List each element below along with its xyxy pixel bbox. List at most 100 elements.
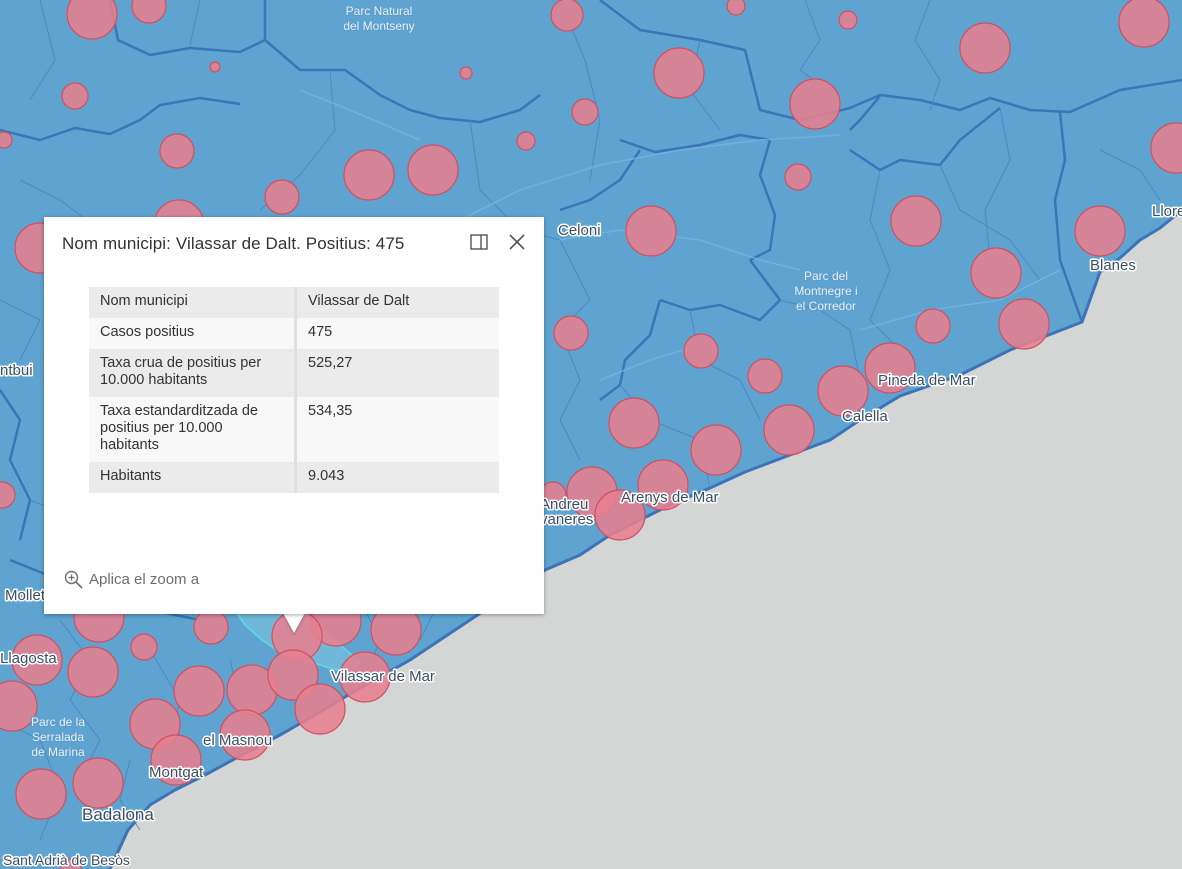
municipal-boundaries — [0, 0, 1161, 841]
case-bubble[interactable] — [209, 61, 221, 73]
case-bubble[interactable] — [653, 47, 705, 99]
case-bubble[interactable] — [60, 858, 82, 869]
case-bubble[interactable] — [838, 10, 858, 30]
attribute-value: 525,27 — [308, 355, 353, 371]
attribute-key: Taxa estandarditzada de positius per 10.… — [89, 397, 297, 462]
case-bubble[interactable] — [0, 481, 16, 509]
case-bubble[interactable] — [970, 247, 1022, 299]
place-label: Andreu — [540, 496, 588, 513]
case-bubble[interactable] — [959, 22, 1011, 74]
case-bubble[interactable] — [1150, 122, 1182, 174]
case-bubble[interactable] — [72, 757, 124, 809]
case-bubble[interactable] — [998, 298, 1050, 350]
park-label: el Corredor — [796, 299, 856, 313]
case-bubble[interactable] — [294, 683, 346, 735]
place-label: Celoni — [558, 222, 601, 239]
case-bubble[interactable] — [516, 131, 536, 151]
case-bubble[interactable] — [11, 634, 63, 686]
case-bubble[interactable] — [817, 365, 869, 417]
case-bubble[interactable] — [159, 133, 195, 169]
case-bubble[interactable] — [0, 680, 38, 732]
case-bubble[interactable] — [15, 768, 67, 820]
case-bubble[interactable] — [61, 82, 89, 110]
comarca-boundaries — [0, 0, 1182, 622]
case-bubble[interactable] — [608, 397, 660, 449]
case-bubble[interactable] — [864, 342, 916, 394]
case-bubble[interactable] — [130, 633, 158, 661]
case-bubble[interactable] — [625, 205, 677, 257]
case-bubble[interactable] — [763, 404, 815, 456]
park-label: del Montseny — [343, 19, 414, 33]
case-bubble[interactable] — [173, 665, 225, 717]
case-bubble[interactable] — [915, 308, 951, 344]
place-label: Montgat — [149, 764, 204, 781]
attribute-key: Nom municipi — [89, 287, 297, 318]
park-label: de Marina — [31, 745, 85, 759]
place-label: Blanes — [1090, 257, 1136, 274]
case-bubble[interactable] — [339, 651, 391, 703]
place-label: Mollet — [5, 587, 46, 604]
table-row: Taxa estandarditzada de positius per 10.… — [89, 397, 499, 462]
dock-icon — [470, 234, 488, 250]
case-bubble[interactable] — [407, 144, 459, 196]
feature-popup: Nom municipi: Vilassar de Dalt. Positius… — [44, 217, 544, 614]
close-icon — [509, 234, 525, 250]
place-label: Sant Adrià de Besòs — [3, 852, 130, 868]
case-bubble[interactable] — [890, 195, 942, 247]
case-bubble[interactable] — [550, 0, 584, 32]
attribute-key: Habitants — [89, 462, 297, 493]
case-bubble[interactable] — [193, 609, 229, 645]
place-label: Pineda de Mar — [878, 372, 976, 389]
park-label: Montnegre i — [794, 284, 857, 298]
dock-button[interactable] — [470, 234, 488, 250]
case-bubble[interactable] — [131, 0, 167, 24]
case-bubble[interactable] — [789, 78, 841, 130]
place-labels: Vilassar de Mar Arenys de Mar Pineda de Ma… — [0, 3, 1182, 869]
case-bubble[interactable] — [0, 131, 13, 149]
case-bubble[interactable] — [747, 358, 783, 394]
close-button[interactable] — [508, 233, 526, 251]
case-bubble[interactable] — [571, 98, 599, 126]
case-bubble[interactable] — [267, 649, 319, 701]
case-bubble[interactable] — [1118, 0, 1170, 48]
attribute-key: Casos positius — [89, 318, 297, 349]
table-row: Taxa crua de positius per 10.000 habitan… — [89, 349, 499, 397]
case-bubble[interactable] — [594, 489, 646, 541]
place-label: ntbui — [0, 362, 33, 379]
place-label: el Masnou — [203, 732, 272, 749]
zoom-in-icon — [64, 570, 83, 589]
park-label: Parc de la — [31, 715, 85, 729]
case-bubble[interactable] — [553, 315, 589, 351]
case-bubble[interactable] — [67, 646, 119, 698]
case-bubble[interactable] — [784, 163, 812, 191]
place-label: Badalona — [82, 805, 154, 824]
case-bubble[interactable] — [683, 333, 719, 369]
park-label: Parc Natural — [346, 4, 413, 18]
table-row: Nom municipi Vilassar de Dalt — [89, 287, 499, 318]
attribute-value: 475 — [308, 324, 333, 340]
place-label: Arenys de Mar — [621, 489, 719, 506]
table-row: Casos positius 475 — [89, 318, 499, 349]
place-label: vaneres — [540, 511, 593, 528]
case-bubble[interactable] — [459, 66, 473, 80]
zoom-to-label: Aplica el zoom a — [89, 571, 200, 588]
popup-title: Nom municipi: Vilassar de Dalt. Positius… — [62, 234, 405, 253]
case-bubble[interactable] — [1074, 205, 1126, 257]
attribute-value: 9.043 — [308, 468, 345, 484]
case-bubble[interactable] — [690, 424, 742, 476]
park-label: Serralada — [32, 730, 84, 744]
case-bubble[interactable] — [150, 734, 202, 786]
attribute-table: Nom municipi Vilassar de Dalt Casos posi… — [89, 287, 499, 493]
attribute-value: Vilassar de Dalt — [308, 293, 410, 309]
case-bubble[interactable] — [637, 459, 689, 511]
case-bubble[interactable] — [343, 149, 395, 201]
case-bubble[interactable] — [264, 179, 300, 215]
case-bubble[interactable] — [66, 0, 118, 40]
attribute-value: 534,35 — [308, 403, 353, 419]
zoom-to-button[interactable]: Aplica el zoom a — [64, 570, 199, 589]
case-bubble[interactable] — [726, 0, 746, 16]
case-bubble[interactable] — [219, 709, 271, 761]
place-label: Calella — [842, 408, 889, 425]
